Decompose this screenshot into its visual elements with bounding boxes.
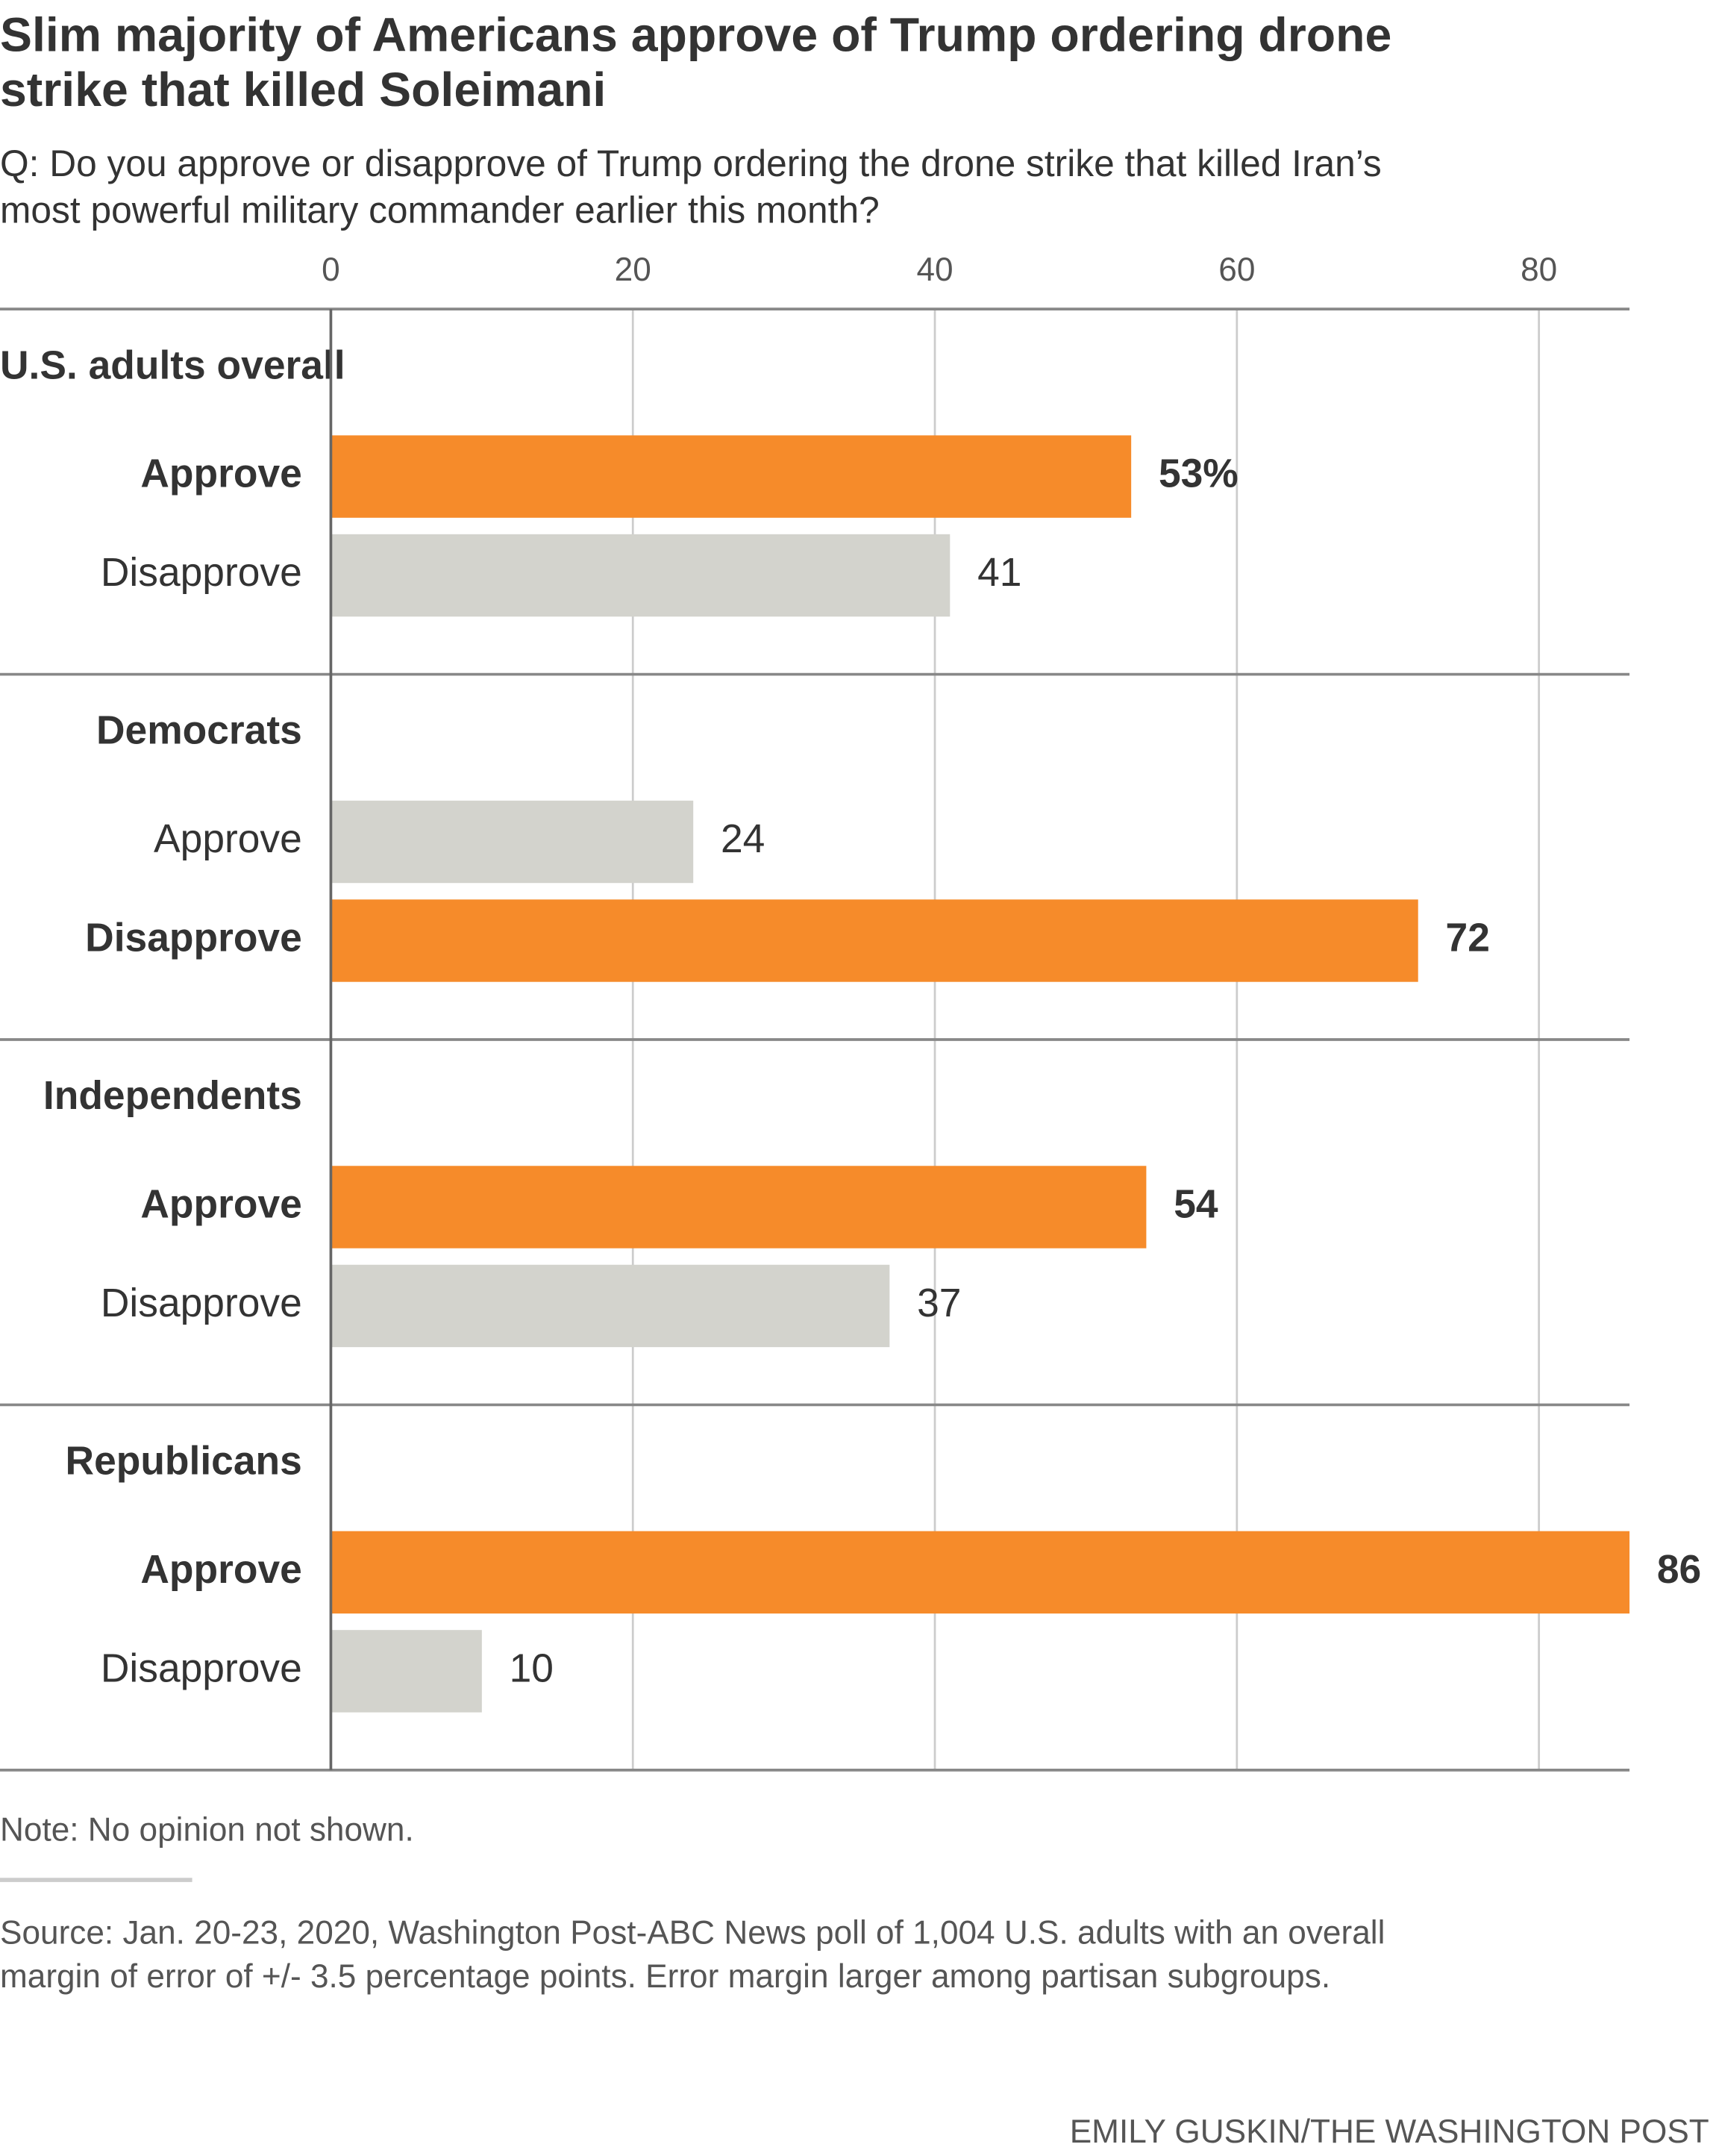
chart-subtitle: Q: Do you approve or disapprove of Trump… bbox=[0, 143, 1382, 184]
value-label: 86 bbox=[1657, 1548, 1701, 1592]
value-label: 72 bbox=[1446, 916, 1490, 960]
source: margin of error of +/- 3.5 percentage po… bbox=[0, 1958, 1330, 1995]
value-label: 54 bbox=[1174, 1183, 1218, 1227]
bar bbox=[331, 435, 1132, 518]
bar bbox=[331, 899, 1418, 982]
chart-title: Slim majority of Americans approve of Tr… bbox=[0, 8, 1391, 62]
group-label: Republicans bbox=[66, 1440, 302, 1484]
chart-title: strike that killed Soleimani bbox=[0, 63, 606, 116]
category-label: Approve bbox=[154, 817, 302, 861]
bar bbox=[331, 800, 694, 884]
category-label: Disapprove bbox=[85, 916, 302, 960]
value-label: 37 bbox=[917, 1281, 961, 1325]
group-label: Democrats bbox=[96, 709, 302, 753]
category-label: Approve bbox=[140, 1548, 301, 1592]
bar bbox=[331, 534, 951, 617]
x-tick-label: 80 bbox=[1521, 251, 1557, 288]
bar bbox=[331, 1630, 482, 1713]
x-tick-label: 40 bbox=[916, 251, 953, 288]
x-tick-label: 0 bbox=[322, 251, 340, 288]
source: Source: Jan. 20-23, 2020, Washington Pos… bbox=[0, 1914, 1385, 1951]
group-label: Independents bbox=[43, 1074, 302, 1118]
value-label: 53% bbox=[1159, 452, 1239, 496]
note: Note: No opinion not shown. bbox=[0, 1811, 414, 1848]
value-label: 41 bbox=[977, 551, 1021, 595]
category-label: Disapprove bbox=[101, 1646, 302, 1690]
value-label: 24 bbox=[721, 817, 765, 861]
bar bbox=[331, 1531, 1630, 1614]
chart-subtitle: most powerful military commander earlier… bbox=[0, 189, 880, 231]
category-label: Approve bbox=[140, 452, 301, 496]
x-tick-label: 20 bbox=[615, 251, 651, 288]
bar bbox=[331, 1166, 1147, 1249]
x-tick-label: 60 bbox=[1218, 251, 1255, 288]
bar bbox=[331, 1264, 890, 1348]
category-label: Disapprove bbox=[101, 1281, 302, 1325]
category-label: Disapprove bbox=[101, 551, 302, 595]
group-label: U.S. adults overall bbox=[0, 343, 345, 387]
value-label: 10 bbox=[510, 1646, 554, 1690]
credit: EMILY GUSKIN/THE WASHINGTON POST bbox=[1070, 2113, 1709, 2150]
category-label: Approve bbox=[140, 1183, 301, 1227]
